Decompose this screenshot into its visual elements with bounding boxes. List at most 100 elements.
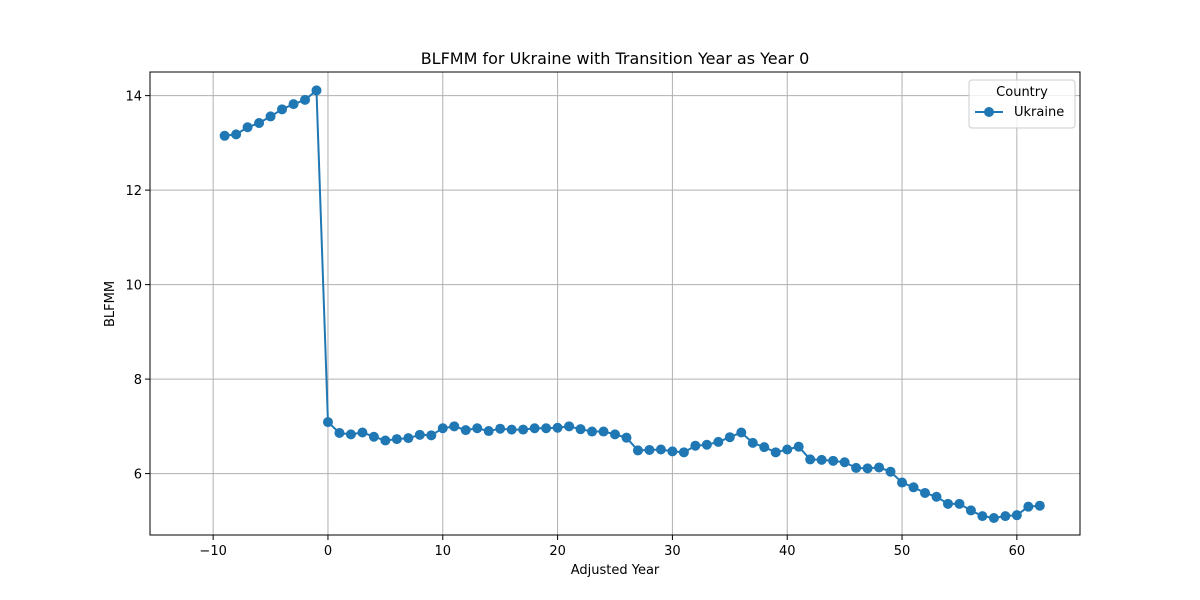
data-point	[782, 444, 793, 455]
data-point	[403, 433, 414, 444]
data-point	[483, 426, 494, 437]
data-point	[977, 511, 988, 522]
data-point	[380, 435, 391, 446]
data-point	[460, 425, 471, 436]
data-point	[242, 122, 253, 133]
data-point	[690, 440, 701, 451]
data-point	[495, 423, 506, 434]
series-markers	[219, 85, 1045, 523]
data-point	[828, 455, 839, 466]
data-point	[564, 421, 575, 432]
data-point	[632, 445, 643, 456]
grid-lines	[150, 72, 1080, 535]
x-tick-label: −10	[199, 544, 226, 559]
y-tick-label: 8	[134, 373, 142, 388]
data-point	[391, 434, 402, 445]
data-point	[667, 446, 678, 457]
data-point	[506, 424, 517, 435]
data-point	[805, 454, 816, 465]
data-point	[529, 423, 540, 434]
data-point	[437, 423, 448, 434]
data-point	[518, 424, 529, 435]
data-point	[621, 432, 632, 443]
data-point	[231, 129, 242, 140]
x-tick-label: 50	[894, 544, 911, 559]
data-point	[357, 427, 368, 438]
legend-title: Country	[996, 85, 1048, 100]
legend-entry-ukraine: Ukraine	[1014, 105, 1064, 120]
data-point	[1000, 511, 1011, 522]
data-point	[277, 104, 288, 115]
data-point	[334, 427, 345, 438]
data-point	[678, 447, 689, 458]
data-point	[311, 85, 322, 96]
x-tick-label: 0	[324, 544, 332, 559]
x-tick-label: 40	[779, 544, 796, 559]
data-point	[713, 436, 724, 447]
data-point	[254, 118, 265, 129]
data-point	[954, 498, 965, 509]
data-point	[587, 426, 598, 437]
x-tick-label: 10	[435, 544, 452, 559]
data-point	[655, 444, 666, 455]
plot-border	[149, 71, 1081, 536]
x-axis-label: Adjusted Year	[571, 563, 660, 578]
data-point	[472, 423, 483, 434]
data-point	[1011, 510, 1022, 521]
data-point	[300, 94, 310, 105]
data-point	[965, 505, 976, 516]
data-point	[851, 462, 862, 473]
data-point	[897, 477, 908, 488]
data-point	[736, 427, 747, 438]
y-axis-label: BLFMM	[103, 281, 118, 327]
data-point	[575, 424, 586, 435]
series-line-ukraine	[224, 89, 1040, 519]
data-point	[942, 498, 953, 509]
y-tick-label: 10	[125, 279, 142, 294]
data-point	[1034, 500, 1045, 511]
data-point	[839, 457, 850, 468]
data-point	[644, 444, 655, 455]
data-point	[874, 462, 885, 473]
data-point	[862, 463, 873, 474]
data-point	[345, 429, 356, 440]
data-point	[759, 442, 770, 453]
y-tick-label: 14	[125, 90, 142, 105]
data-point	[816, 454, 827, 465]
data-point	[610, 429, 620, 440]
data-point	[988, 512, 999, 523]
y-tick-label: 6	[134, 468, 142, 483]
data-point	[885, 466, 896, 477]
chart-title: BLFMM for Ukraine with Transition Year a…	[421, 49, 810, 68]
data-point	[724, 432, 735, 443]
data-point	[1023, 501, 1034, 512]
series-lines	[224, 89, 1040, 519]
data-point	[747, 437, 758, 448]
y-tick-label: 12	[125, 184, 142, 199]
legend-box	[968, 79, 1076, 129]
data-point	[219, 130, 230, 141]
data-point	[598, 426, 609, 437]
axis-ticks: −10 0 10 20 30 40 50 60 6 8 10 12 14	[125, 90, 1025, 559]
data-point	[931, 491, 942, 502]
data-point	[265, 111, 276, 122]
x-tick-label: 30	[664, 544, 681, 559]
data-point	[322, 417, 333, 428]
data-point	[920, 487, 930, 498]
data-point	[770, 447, 781, 458]
legend: Country Ukraine	[968, 79, 1076, 129]
data-point	[414, 429, 425, 440]
data-point	[449, 421, 460, 432]
x-tick-label: 20	[549, 544, 566, 559]
data-point	[552, 422, 563, 433]
data-point	[701, 439, 712, 450]
x-tick-label: 60	[1009, 544, 1026, 559]
data-point	[426, 430, 437, 441]
data-point	[288, 99, 299, 110]
legend-marker-ukraine	[984, 107, 994, 117]
data-point	[541, 423, 552, 434]
plot-frame	[149, 71, 1081, 536]
data-point	[908, 482, 919, 493]
